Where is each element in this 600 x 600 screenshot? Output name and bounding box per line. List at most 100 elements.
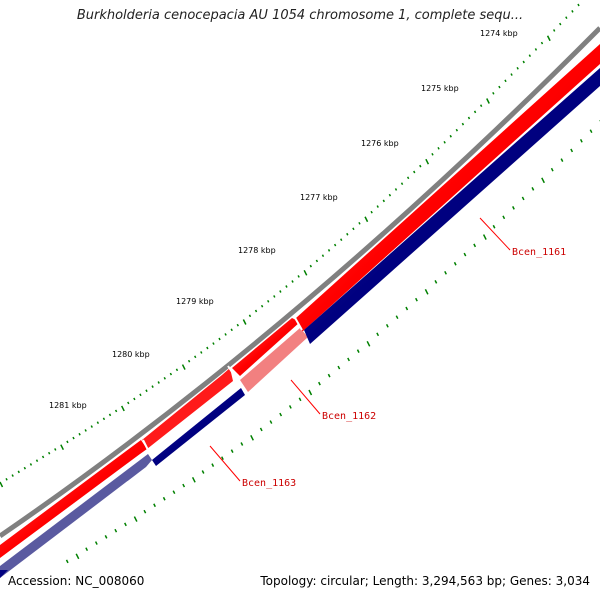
gene-bcen-1162-forward[interactable] (142, 368, 233, 449)
scale-tick (394, 188, 398, 191)
scale-tick (104, 535, 108, 539)
scale-tick (84, 429, 87, 432)
scale-tick (248, 314, 252, 318)
scale-tick (163, 376, 166, 380)
scale-tick (327, 249, 331, 252)
scale-tick (385, 323, 389, 328)
gene-bcen-1163-reverse[interactable] (152, 388, 245, 466)
scale-tick (114, 528, 118, 533)
scale-tick (560, 158, 564, 162)
scale-tick (579, 138, 583, 143)
scale-tick (463, 252, 467, 257)
scale-tick (356, 349, 360, 353)
gene-bcen-1161-forward-a[interactable] (232, 318, 300, 376)
scale-tick (358, 221, 361, 225)
scale-tick (550, 167, 554, 172)
scale-tick (288, 405, 292, 409)
scale-tick (449, 134, 452, 138)
gene-separator (293, 315, 303, 331)
scale-tick (516, 66, 519, 70)
tick-label-1278: 1278 kbp (238, 246, 276, 255)
scale-tick (589, 129, 593, 134)
scale-tick (151, 385, 154, 388)
scale-tick (297, 275, 300, 278)
scale-tick (528, 54, 531, 58)
scale-tick (259, 427, 263, 432)
scale-tick (504, 79, 507, 83)
scale-tick (492, 91, 495, 95)
scale-tick (224, 333, 227, 336)
scale-tick (406, 176, 410, 180)
scale-tick (230, 328, 233, 332)
scale-tick (364, 216, 369, 223)
scale-tick (5, 477, 8, 481)
scale-tick (157, 381, 160, 384)
gene-label-bcen-1161[interactable]: Bcen_1161 (512, 247, 566, 258)
scale-tick (376, 205, 379, 208)
scale-tick (54, 448, 57, 451)
scale-tick (565, 16, 568, 20)
gene-bcen-1161-reverse[interactable] (304, 68, 600, 344)
scale-tick (162, 496, 166, 501)
scale-tick (72, 436, 75, 440)
scale-tick (29, 463, 33, 466)
forward-strand-track (0, 44, 600, 558)
scale-tick (187, 359, 191, 363)
scale-tick-labels: 1274 kbp 1275 kbp 1276 kbp 1277 kbp 1278… (49, 29, 518, 410)
scale-tick (96, 421, 100, 425)
leader-bcen-1162 (290, 379, 321, 415)
gene-label-bcen-1162[interactable]: Bcen_1162 (322, 411, 376, 422)
scale-tick (541, 177, 545, 184)
scale-ticks (0, 3, 600, 564)
tick-label-1280: 1280 kbp (112, 350, 150, 359)
scale-tick (577, 3, 580, 7)
scale-tick (60, 444, 65, 451)
scale-tick (479, 104, 483, 108)
scale-tick (455, 128, 458, 132)
scale-tick (211, 463, 215, 467)
scale-tick (17, 470, 20, 474)
scale-tick (139, 393, 142, 397)
scale-tick (461, 122, 465, 126)
scale-tick (376, 332, 380, 337)
scale-tick (85, 547, 89, 552)
scale-tick (405, 306, 409, 311)
scale-tick (279, 290, 282, 293)
scale-tick (467, 116, 471, 120)
scale-tick (279, 412, 283, 417)
scale-tick (0, 481, 4, 488)
scale-tick (540, 41, 544, 45)
gene-bcen-1163-forward[interactable] (0, 440, 147, 558)
scale-tick (269, 420, 273, 424)
scale-tick (114, 409, 118, 413)
scale-tick (254, 309, 258, 313)
scale-tick (521, 196, 525, 201)
scale-tick (453, 261, 457, 266)
scale-tick (415, 297, 418, 302)
scale-tick (191, 476, 196, 483)
gene-label-bcen-1163[interactable]: Bcen_1163 (242, 478, 296, 489)
gene-separator (227, 365, 237, 379)
scale-tick (546, 35, 551, 42)
scale-tick (66, 440, 69, 444)
gene-bcen-1161-forward[interactable] (296, 44, 600, 332)
scale-tick (571, 10, 574, 13)
backbone-line (0, 26, 600, 539)
gene-bcen-1162-reverse-highlight[interactable] (240, 328, 308, 392)
gene-labels: Bcen_1161 Bcen_1162 Bcen_1163 (242, 247, 566, 489)
gene-bcen-1163-reverse-highlight[interactable] (0, 454, 152, 578)
scale-tick (90, 425, 93, 428)
scale-tick (143, 509, 147, 514)
scale-tick (473, 110, 477, 114)
scale-tick (434, 280, 438, 284)
scale-tick (366, 340, 371, 347)
scale-tick (133, 516, 138, 522)
scale-tick (65, 559, 69, 564)
scale-tick (502, 215, 506, 220)
scale-tick (510, 73, 513, 76)
scale-tick (570, 148, 574, 153)
scale-tick (443, 140, 446, 144)
scale-tick (444, 271, 447, 275)
